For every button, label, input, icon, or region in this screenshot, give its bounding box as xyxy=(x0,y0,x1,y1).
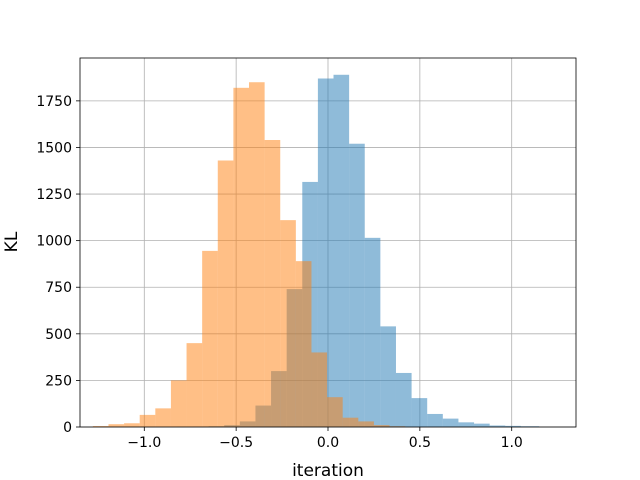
histogram-bar-series-2 xyxy=(358,421,374,427)
x-tick-label: −1.0 xyxy=(127,435,161,451)
y-tick-label: 1750 xyxy=(36,94,72,110)
histogram-bar-series-2 xyxy=(124,423,140,427)
histogram-bar-series-2 xyxy=(92,426,109,427)
x-tick-label: 1.0 xyxy=(501,435,523,451)
histogram-bar-series-1 xyxy=(380,326,396,427)
x-tick-label: 0.5 xyxy=(409,435,431,451)
histogram-bar-series-1 xyxy=(317,78,334,427)
histogram-bar-series-2 xyxy=(217,160,234,427)
histogram-bar-series-2 xyxy=(139,414,156,427)
histogram-bars xyxy=(92,74,540,428)
histogram-bar-series-2 xyxy=(264,140,281,427)
histogram-bar-series-2 xyxy=(170,380,187,427)
histogram-bar-series-1 xyxy=(333,74,350,427)
histogram-bar-series-1 xyxy=(395,372,412,427)
histogram-bar-series-2 xyxy=(155,408,171,427)
histogram-bar-series-1 xyxy=(474,423,490,427)
histogram-bar-series-1 xyxy=(489,425,506,427)
y-tick-label: 1250 xyxy=(36,187,72,203)
y-tick-label: 0 xyxy=(63,420,72,436)
histogram-bar-series-2 xyxy=(373,425,390,427)
histogram-bar-series-1 xyxy=(442,418,459,427)
y-tick-label: 500 xyxy=(45,327,72,343)
x-tick-label: 0.0 xyxy=(317,435,339,451)
histogram-bar-series-2 xyxy=(108,424,125,427)
y-axis-label: KL xyxy=(2,231,22,252)
y-tick-label: 1500 xyxy=(36,140,72,156)
histogram-bar-series-1 xyxy=(411,398,428,427)
y-tick-label: 750 xyxy=(45,280,72,296)
y-tick-label: 1000 xyxy=(36,234,72,250)
axis-ticks: −1.0 −0.5 0.0 0.5 1.0 0 250 500 750 1000 1250 1500 1… xyxy=(36,94,522,451)
histogram-bar-series-2 xyxy=(311,352,328,427)
histogram-bar-series-2 xyxy=(249,82,265,428)
histogram-bar-series-1 xyxy=(505,425,521,427)
histogram-bar-series-2 xyxy=(342,417,359,427)
histogram-bar-series-2 xyxy=(202,250,218,427)
histogram-bar-series-2 xyxy=(295,261,312,427)
x-axis-label: iteration xyxy=(292,461,364,480)
histogram-bar-series-1 xyxy=(458,422,475,427)
x-tick-label: −0.5 xyxy=(219,435,253,451)
y-tick-label: 250 xyxy=(45,373,72,389)
histogram-bar-series-1 xyxy=(427,413,443,427)
histogram-bar-series-1 xyxy=(349,143,365,427)
histogram-bar-series-2 xyxy=(327,397,343,427)
histogram-bar-series-2 xyxy=(280,220,296,427)
histogram-bar-series-2 xyxy=(186,343,203,427)
histogram-bar-series-2 xyxy=(233,87,250,428)
histogram-bar-series-1 xyxy=(364,237,381,427)
